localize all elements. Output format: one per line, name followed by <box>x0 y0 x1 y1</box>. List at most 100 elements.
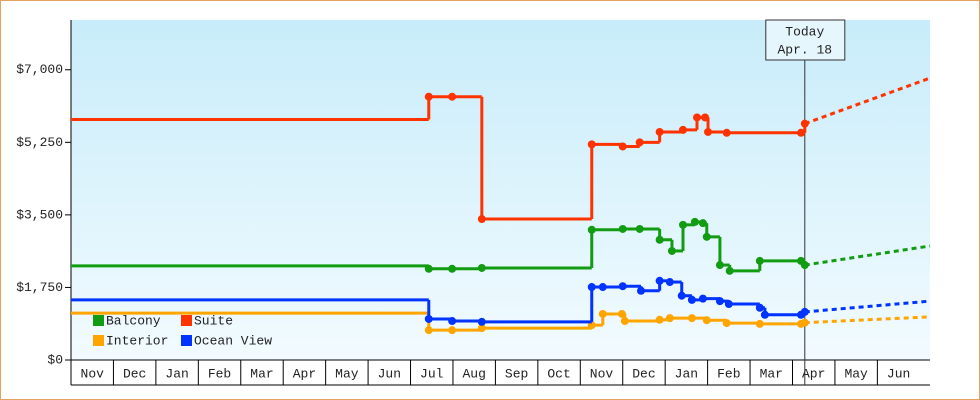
x-tick-label: Mar <box>760 366 783 381</box>
point <box>704 127 713 136</box>
series <box>71 276 931 326</box>
x-tick-label: Apr <box>802 366 825 381</box>
point <box>477 317 486 326</box>
point <box>617 309 626 318</box>
today-box <box>765 19 846 61</box>
point <box>587 140 596 149</box>
y-tick-label: $7,000 <box>16 62 63 77</box>
today-label: Apr. 18 <box>777 42 832 57</box>
point <box>715 261 724 270</box>
point <box>690 217 699 226</box>
point <box>687 295 696 304</box>
x-tick-label: Oct <box>547 366 570 381</box>
point <box>618 282 627 291</box>
x-tick-label: Nov <box>590 366 614 381</box>
point <box>587 283 596 292</box>
point <box>587 225 596 234</box>
plot-area <box>71 20 930 360</box>
point <box>800 318 809 327</box>
point <box>448 326 457 335</box>
point <box>636 286 645 295</box>
point <box>722 319 731 328</box>
point <box>667 246 676 255</box>
projection <box>804 244 931 267</box>
point <box>698 219 707 228</box>
point <box>655 276 664 285</box>
x-tick-label: Jul <box>420 366 444 381</box>
point <box>618 142 627 151</box>
legend-label: Interior <box>106 333 168 348</box>
point <box>724 300 733 309</box>
y-tick-label: $0 <box>47 352 63 367</box>
point <box>424 264 433 273</box>
series <box>71 76 931 224</box>
legend-swatch <box>93 315 104 326</box>
point <box>655 127 664 136</box>
x-tick-label: Nov <box>81 366 105 381</box>
legend-swatch <box>93 335 104 346</box>
point <box>665 314 674 323</box>
point <box>678 220 687 229</box>
x-tick-label: Jan <box>675 366 698 381</box>
x-tick-label: Feb <box>717 366 740 381</box>
series <box>71 217 931 275</box>
point <box>755 303 764 312</box>
point <box>693 113 702 122</box>
point <box>477 324 486 333</box>
point <box>687 314 696 323</box>
point <box>800 119 809 128</box>
x-tick-label: Apr <box>293 366 316 381</box>
x-tick-label: May <box>335 366 359 381</box>
point <box>715 297 724 306</box>
point <box>698 294 707 303</box>
point <box>796 128 805 137</box>
point <box>448 92 457 101</box>
point <box>701 113 710 122</box>
point <box>618 224 627 233</box>
x-tick-label: Jan <box>165 366 188 381</box>
x-tick-label: Feb <box>208 366 231 381</box>
x-tick-label: May <box>844 366 868 381</box>
x-tick-label: Dec <box>632 366 655 381</box>
y-tick-label: $5,250 <box>16 135 63 150</box>
legend-label: Suite <box>194 313 233 328</box>
x-tick-label: Mar <box>250 366 273 381</box>
point <box>598 283 607 292</box>
point <box>635 138 644 147</box>
point <box>755 319 764 328</box>
point <box>677 291 686 300</box>
point <box>477 263 486 272</box>
x-tick-label: Dec <box>123 366 146 381</box>
point <box>665 278 674 287</box>
point <box>655 235 664 244</box>
today-label: Today <box>785 24 824 39</box>
legend-swatch <box>181 315 192 326</box>
point <box>702 316 711 325</box>
x-tick-label: Aug <box>462 366 485 381</box>
point <box>598 309 607 318</box>
point <box>755 256 764 265</box>
point <box>722 128 731 137</box>
projection <box>804 76 931 126</box>
x-tick-label: Sep <box>505 366 528 381</box>
x-tick-label: Jun <box>887 366 910 381</box>
point <box>424 314 433 323</box>
legend-label: Balcony <box>106 313 161 328</box>
point <box>678 125 687 134</box>
point <box>477 215 486 224</box>
point <box>760 310 769 319</box>
y-tick-label: $1,750 <box>16 280 63 295</box>
point <box>424 92 433 101</box>
point <box>800 261 809 270</box>
legend-label: Ocean View <box>194 333 272 348</box>
projection <box>804 299 931 314</box>
point <box>448 317 457 326</box>
legend-swatch <box>181 335 192 346</box>
x-tick-label: Jun <box>378 366 401 381</box>
point <box>620 317 629 326</box>
point <box>725 266 734 275</box>
point <box>635 224 644 233</box>
point <box>424 326 433 335</box>
